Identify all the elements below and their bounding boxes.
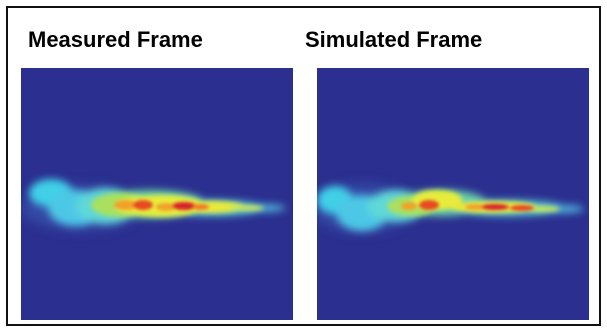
measured-frame-image — [21, 68, 293, 320]
simulated-frame-title: Simulated Frame — [305, 27, 483, 52]
measured-frame-title: Measured Frame — [28, 27, 203, 52]
simulated-plume-red — [401, 200, 534, 211]
measured-plume-red — [114, 200, 209, 211]
simulated-frame-image — [317, 68, 589, 320]
